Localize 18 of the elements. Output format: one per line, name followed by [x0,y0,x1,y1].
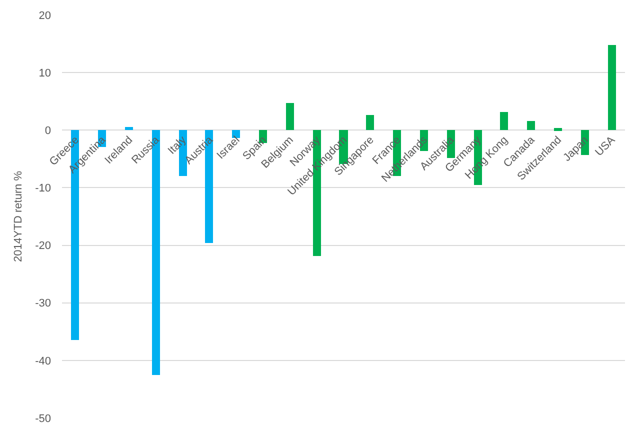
y-tick-label: 10 [38,67,51,80]
y-tick-label: 20 [38,10,51,22]
y-tick-label: -40 [35,355,51,368]
bar [500,112,508,130]
bar [608,45,616,130]
y-axis-title: 2014YTD return % [12,170,25,262]
x-tick-label: Italy [166,134,189,157]
bar [125,127,133,130]
y-tick-label: 0 [44,124,51,137]
bar [554,128,562,131]
y-tick-label: -50 [35,412,51,425]
y-tick-label: -30 [35,298,51,310]
bar [286,103,294,130]
y-tick-label: -20 [35,240,51,252]
bar [527,121,535,130]
y-tick-label: -10 [35,182,51,195]
x-tick-label: USA [593,134,618,159]
bar [366,115,374,130]
